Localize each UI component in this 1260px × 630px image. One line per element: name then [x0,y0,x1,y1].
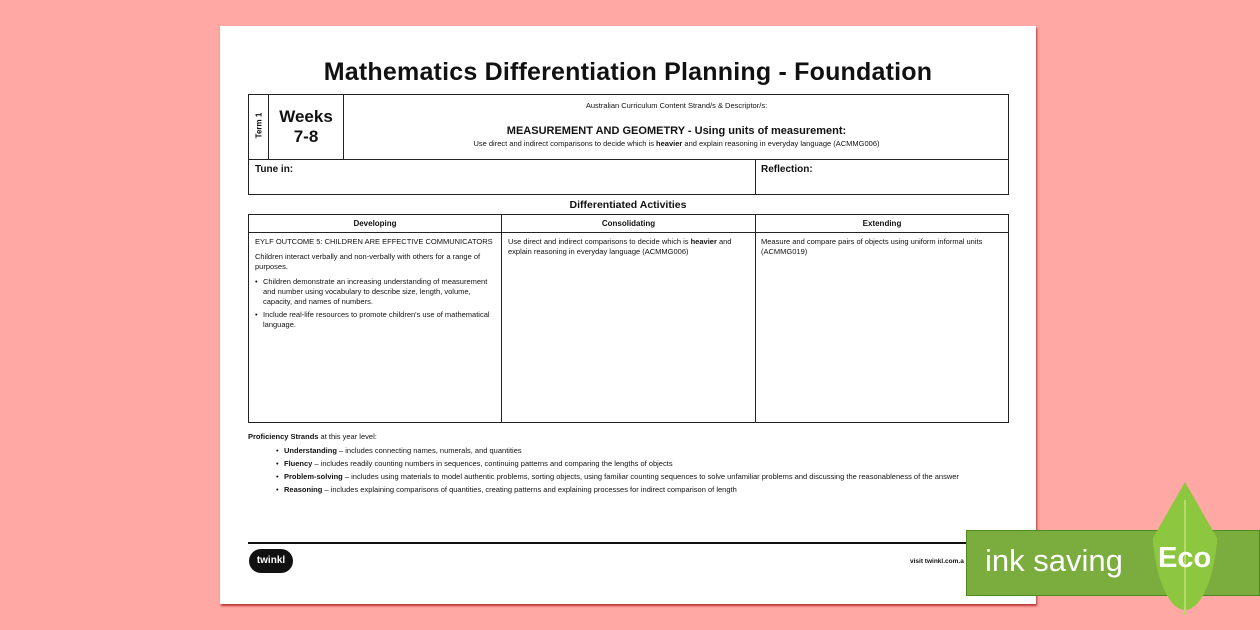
term-label: Term 1 [254,112,264,139]
column-developing: Developing [353,219,397,228]
intro: Children interact verbally and non-verba… [255,252,481,271]
column-consolidating: Consolidating [601,219,656,228]
proficiency-item: Reasoning – includes explaining comparis… [276,485,976,495]
extending-content: Measure and compare pairs of objects usi… [761,237,983,256]
curriculum-label: Australian Curriculum Content Strand/s &… [585,101,768,110]
weeks-cell: Weeks 7-8 [269,95,344,159]
proficiency-item: Understanding – includes connecting name… [276,446,976,456]
strand-title: MEASUREMENT AND GEOMETRY - Using units o… [506,125,847,137]
outcome: EYLF OUTCOME 5: CHILDREN ARE EFFECTIVE C… [255,237,493,246]
proficiency-section: Proficiency Strands at this year level: … [248,432,988,495]
worksheet-page: Mathematics Differentiation Planning - F… [220,26,1036,604]
activities-heading: Differentiated Activities [569,199,687,211]
weeks-range: 7-8 [293,127,319,146]
visit-link[interactable]: visit twinkl.com.a [910,558,964,565]
bullet-item: Children demonstrate an increasing under… [255,277,499,307]
developing-content: EYLF OUTCOME 5: CHILDREN ARE EFFECTIVE C… [255,237,499,330]
twinkl-logo: twinkl [249,549,293,573]
ink-saving-label: ink saving [985,543,1123,578]
proficiency-item: Fluency – includes readily counting numb… [276,459,976,469]
descriptor: Use direct and indirect comparisons to d… [473,139,880,148]
page-title: Mathematics Differentiation Planning - F… [323,58,933,86]
bullet-item: Include real-life resources to promote c… [255,310,499,330]
activities-table: Developing Consolidating Extending EYLF … [248,214,1009,423]
header-table: Term 1 Weeks 7-8 Australian Curriculum C… [248,94,1009,195]
column-extending: Extending [862,219,902,228]
footer-divider [248,542,1009,544]
tune-in-label: Tune in: [255,164,294,175]
term-cell: Term 1 [249,95,269,159]
eco-badge: Eco [1158,542,1212,574]
reflection-label: Reflection: [761,164,813,175]
weeks-label: Weeks [279,107,333,126]
proficiency-item: Problem-solving – includes using materia… [276,472,976,482]
consolidating-content: Use direct and indirect comparisons to d… [508,237,732,256]
leaf-stem [1184,500,1186,615]
